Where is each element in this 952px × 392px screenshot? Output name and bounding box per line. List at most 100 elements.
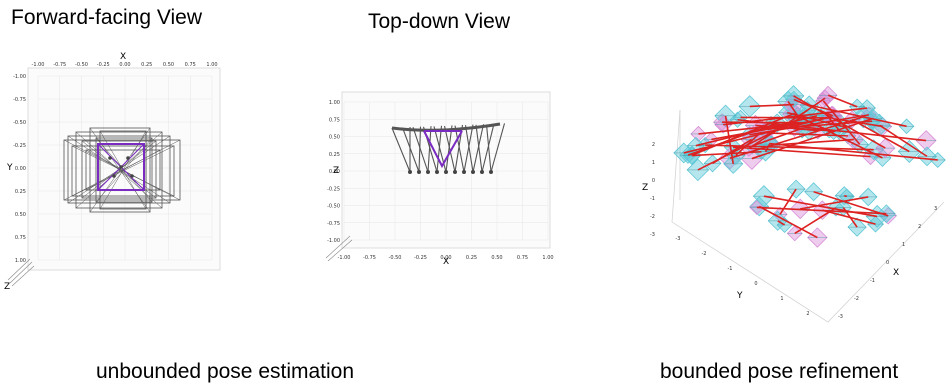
topdown-x-tick-label: 0.75 — [517, 255, 528, 261]
sphere-x-tick-label: 3 — [934, 206, 937, 212]
topdown-x-tick-label: 0.50 — [491, 255, 502, 261]
topdown-frustum-edge — [436, 125, 443, 173]
sphere-trajectory-segment — [766, 132, 848, 137]
sphere-x-tick-label: -3 — [838, 314, 843, 320]
sphere-y-tick-label: 2 — [806, 311, 809, 317]
forward-camera-frustum — [89, 127, 151, 213]
forward-camera-center — [126, 156, 130, 160]
sphere-camera-frustums — [673, 85, 946, 248]
sphere-trajectory-segment — [800, 196, 869, 210]
sphere-trajectory-segment — [691, 150, 762, 157]
sphere-trajectory-segment — [794, 127, 830, 132]
forward-y-tick-label: 1.00 — [15, 258, 26, 264]
sphere-plot: 2 1 0 -1 -2 -3 -3 -2 -1 0 1 2 3 -3 -2 -1 0 1 2 Z X Y — [642, 85, 946, 323]
topdown-z-tick-label: 0.25 — [329, 152, 340, 158]
topdown-z-tick-label: 0.00 — [329, 169, 340, 175]
sphere-trajectory-segment — [758, 205, 818, 239]
sphere-y-tick-label: -1 — [728, 266, 733, 272]
topdown-frustum-edge — [481, 123, 495, 173]
forward-z-label: Z — [4, 282, 10, 292]
sphere-z-tick-label: -2 — [650, 214, 655, 220]
forward-x-tick-label: 0.75 — [185, 62, 196, 68]
forward-y-tick-label: -0.50 — [13, 120, 26, 126]
topdown-camera-center — [462, 170, 466, 174]
topdown-camera-center — [417, 170, 421, 174]
sphere-trajectory-segment — [756, 206, 887, 215]
sphere-trajectory-segment — [712, 138, 752, 165]
forward-camera-frustums — [63, 127, 181, 213]
topdown-x-ticks: -1.00 -0.75 -0.50 -0.25 0.00 0.25 0.50 0.75 1.00 — [338, 255, 554, 261]
sphere-trajectory-segment — [732, 146, 871, 158]
topdown-frustum-edge — [427, 126, 432, 173]
topdown-highlight-camera — [423, 130, 463, 169]
forward-camera-frustum — [81, 140, 157, 199]
forward-y-tick-label: -0.25 — [13, 143, 26, 149]
sphere-z-tick-label: 2 — [652, 142, 655, 148]
topdown-corner-axes — [325, 235, 353, 262]
forward-x-tick-label: -0.50 — [75, 62, 88, 68]
forward-x-tick-label: -0.75 — [53, 62, 66, 68]
sphere-z-tick-label: -1 — [650, 196, 655, 202]
sphere-trajectory-segment — [777, 220, 786, 226]
sphere-trajectory-segment — [695, 115, 818, 147]
forward-y-tick-label: -0.75 — [13, 97, 26, 103]
sphere-trajectory-segment — [844, 194, 847, 198]
sphere-trajectory-segment — [809, 104, 907, 128]
topdown-x-tick-label: 0.25 — [466, 255, 477, 261]
topdown-frustum-edge — [463, 124, 474, 173]
topdown-camera-center — [489, 170, 493, 174]
forward-y-tick-label: 0.00 — [15, 166, 26, 172]
sphere-z-tick-label: -3 — [650, 232, 655, 238]
sphere-x-label: X — [893, 268, 899, 278]
topdown-camera-center — [480, 170, 484, 174]
forward-x-tick-label: 0.00 — [119, 62, 130, 68]
topdown-camera-center — [426, 170, 430, 174]
topdown-z-tick-label: 0.75 — [329, 117, 340, 123]
forward-camera-center — [112, 174, 116, 178]
sphere-trajectory-segment — [794, 207, 837, 235]
forward-highlight-camera — [97, 143, 145, 191]
sphere-y-label: Y — [736, 291, 743, 301]
topdown-z-tick-label: -0.50 — [327, 204, 340, 210]
sphere-trajectory-segment — [764, 143, 771, 153]
topdown-frustum-edge — [412, 127, 429, 173]
topdown-camera-center — [408, 170, 412, 174]
sphere-trajectory-segment — [763, 195, 878, 218]
forward-corner-axes — [7, 258, 35, 287]
forward-x-label: X — [120, 52, 126, 62]
topdown-x-tick-label: -0.50 — [389, 255, 402, 261]
topdown-frustum-edge — [464, 125, 474, 173]
topdown-frustum-edge — [475, 124, 483, 173]
topdown-z-tick-label: 1.00 — [329, 100, 340, 106]
topdown-frustum-edge — [485, 124, 492, 173]
forward-camera-frustum — [95, 137, 153, 203]
sphere-trajectory — [683, 94, 938, 239]
sphere-trajectory-segment — [749, 103, 794, 108]
unbounded-caption: unbounded pose estimation — [96, 360, 355, 383]
sphere-y-tick-label: -2 — [702, 251, 707, 257]
topdown-frustum-edge — [401, 127, 420, 173]
forward-x-tick-label: 0.50 — [163, 62, 174, 68]
sphere-ticks: 2 1 0 -1 -2 -3 -3 -2 -1 0 1 2 3 -3 -2 -1 0 1 2 — [650, 142, 937, 320]
topdown-camera-center — [435, 170, 439, 174]
sphere-y-tick-label: 1 — [780, 296, 783, 302]
topdown-z-tick-label: -1.00 — [327, 238, 340, 244]
forward-camera-frustum — [99, 130, 147, 210]
forward-x-ticks: -1.00 -0.75 -0.50 -0.25 0.00 0.25 0.50 0.75 1.00 — [32, 62, 218, 68]
forward-camera-frustum — [75, 131, 163, 209]
sphere-trajectory-segment — [827, 94, 858, 108]
forward-y-ticks: -1.00 -0.75 -0.50 -0.25 0.00 0.25 0.50 0.75 1.00 — [13, 74, 26, 264]
topdown-z-tick-label: -0.25 — [327, 186, 340, 192]
topdown-z-tick-label: -0.75 — [327, 221, 340, 227]
topdown-x-tick-label: 1.00 — [542, 255, 553, 261]
topdown-x-label: X — [443, 257, 449, 267]
forward-view-plot: -1.00 -0.75 -0.50 -0.25 0.00 0.25 0.50 0.75 1.00… — [4, 52, 221, 292]
forward-y-tick-label: 0.25 — [15, 189, 26, 195]
forward-camera-center — [119, 165, 123, 169]
sphere-x-tick-label: 1 — [902, 242, 905, 248]
topdown-frustum-edge — [391, 127, 411, 173]
sphere-trajectory-segment — [687, 122, 778, 156]
topdown-frustum-edge — [443, 125, 456, 173]
forward-camera-center — [108, 156, 112, 160]
topdown-camera-center — [471, 170, 475, 174]
